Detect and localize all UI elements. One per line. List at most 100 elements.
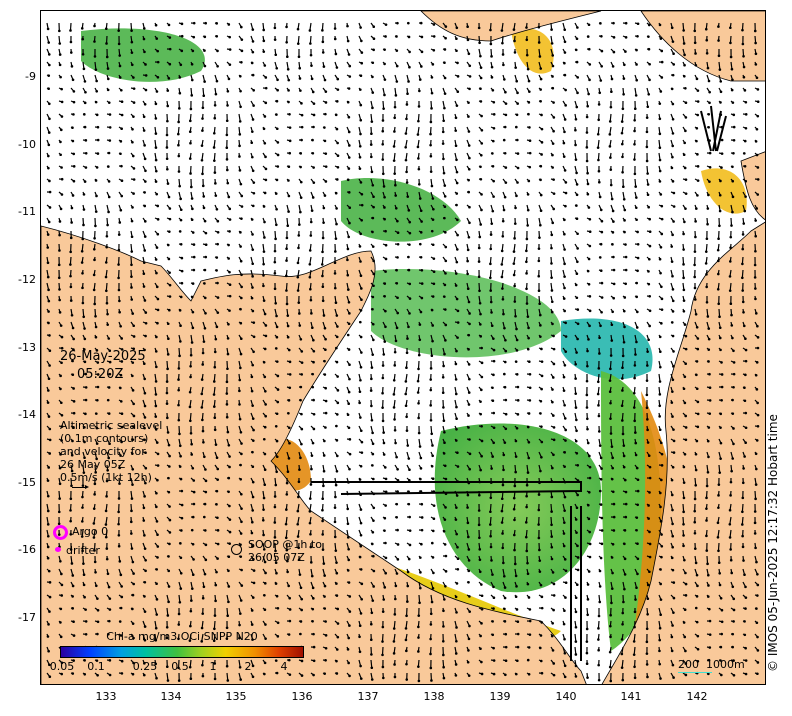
velocity-arrow-head [178, 465, 182, 468]
velocity-arrow-head [188, 390, 192, 394]
velocity-arrow-head [167, 195, 171, 199]
velocity-arrow-head [417, 367, 420, 371]
velocity-arrow-head [190, 197, 194, 200]
velocity-arrow-head [263, 437, 266, 441]
velocity-arrow-head [168, 283, 172, 287]
velocity-arrow-head [538, 313, 542, 317]
velocity-arrow-head [203, 455, 206, 459]
velocity-arrow-head [155, 37, 159, 40]
velocity-arrow-head [729, 548, 732, 551]
velocity-arrow-head [394, 206, 398, 210]
velocity-arrow-head [192, 255, 196, 259]
velocity-arrow-head [696, 153, 699, 156]
velocity-arrow-head [322, 469, 326, 473]
velocity-arrow-head [624, 243, 627, 246]
velocity-arrow-head [384, 257, 388, 261]
velocity-arrow-head [252, 104, 255, 107]
velocity-arrow-head [131, 361, 135, 364]
velocity-arrow-head [275, 412, 279, 416]
velocity-arrow-head [741, 481, 745, 485]
velocity-arrow-head [563, 465, 566, 468]
velocity-arrow-head [347, 87, 351, 90]
velocity-arrow-head [609, 105, 613, 109]
velocity-arrow-head [396, 296, 399, 300]
velocity-arrow-head [454, 378, 458, 381]
velocity-arrow-head [515, 327, 518, 331]
velocity-arrow-head [563, 169, 567, 172]
velocity-arrow-head [525, 53, 529, 57]
velocity-arrow-head [645, 145, 649, 149]
velocity-arrow-head [660, 60, 664, 64]
velocity-arrow-head [708, 165, 712, 169]
velocity-arrow-head [48, 427, 52, 431]
velocity-arrow-head [552, 334, 555, 338]
velocity-arrow-head [468, 221, 471, 225]
velocity-arrow-head [645, 130, 649, 134]
velocity-arrow-head [105, 245, 108, 249]
velocity-arrow-head [251, 275, 254, 278]
velocity-arrow-head [539, 335, 542, 338]
velocity-arrow-head [320, 263, 324, 266]
velocity-arrow-head [660, 322, 663, 325]
velocity-arrow-head [624, 502, 628, 506]
velocity-arrow-head [251, 480, 255, 484]
map-frame[interactable] [40, 10, 766, 685]
velocity-arrow-head [263, 452, 267, 456]
velocity-arrow-head [442, 529, 446, 533]
velocity-arrow-head [393, 105, 397, 109]
velocity-arrow-head [586, 349, 589, 353]
velocity-arrow-head [500, 497, 504, 501]
velocity-arrow-head [273, 536, 277, 539]
velocity-arrow-head [276, 141, 280, 144]
velocity-arrow-head [682, 299, 686, 302]
velocity-arrow-head [754, 452, 758, 456]
velocity-arrow-head [392, 379, 396, 382]
velocity-arrow-head [59, 128, 63, 132]
velocity-arrow-head [479, 165, 482, 169]
velocity-arrow-head [96, 361, 100, 364]
velocity-arrow-head [228, 455, 231, 458]
velocity-arrow-head [719, 426, 722, 429]
velocity-arrow-head [600, 219, 604, 223]
velocity-arrow-head [429, 388, 433, 392]
velocity-arrow-head [285, 259, 288, 262]
velocity-arrow-head [478, 235, 482, 239]
velocity-arrow-head [214, 194, 218, 197]
velocity-arrow-head [516, 399, 520, 402]
velocity-arrow-head [180, 516, 184, 520]
velocity-arrow-head [166, 182, 170, 185]
velocity-arrow-head [80, 535, 84, 538]
velocity-arrow-head [334, 301, 338, 305]
velocity-arrow-head [396, 256, 399, 259]
velocity-arrow-head [682, 309, 686, 313]
velocity-arrow-head [225, 168, 229, 172]
velocity-arrow-head [575, 452, 579, 455]
map-canvas[interactable] [41, 11, 766, 685]
velocity-arrow-head [468, 75, 472, 78]
velocity-arrow-head [670, 478, 674, 482]
velocity-arrow-head [396, 468, 399, 471]
velocity-arrow-head [239, 555, 243, 558]
velocity-arrow-head [597, 367, 601, 370]
velocity-arrow-head [537, 41, 541, 44]
velocity-arrow-head [539, 88, 542, 91]
velocity-arrow-head [47, 299, 51, 303]
velocity-arrow-head [46, 401, 50, 404]
velocity-arrow-head [323, 439, 326, 443]
velocity-arrow-head [705, 51, 709, 55]
velocity-arrow-head [347, 348, 351, 351]
velocity-arrow-head [730, 313, 733, 317]
velocity-arrow-head [648, 295, 652, 298]
velocity-arrow-head [588, 454, 591, 458]
velocity-arrow-head [177, 143, 180, 147]
velocity-arrow-head [393, 428, 397, 432]
velocity-arrow-head [755, 207, 759, 210]
velocity-arrow-head [408, 515, 411, 519]
velocity-arrow-head [106, 312, 109, 316]
velocity-arrow-head [479, 66, 483, 69]
velocity-arrow-head [729, 302, 733, 305]
velocity-arrow-head [120, 440, 123, 444]
velocity-arrow-head [69, 250, 72, 254]
velocity-arrow-head [527, 336, 530, 340]
velocity-arrow-head [321, 299, 325, 303]
